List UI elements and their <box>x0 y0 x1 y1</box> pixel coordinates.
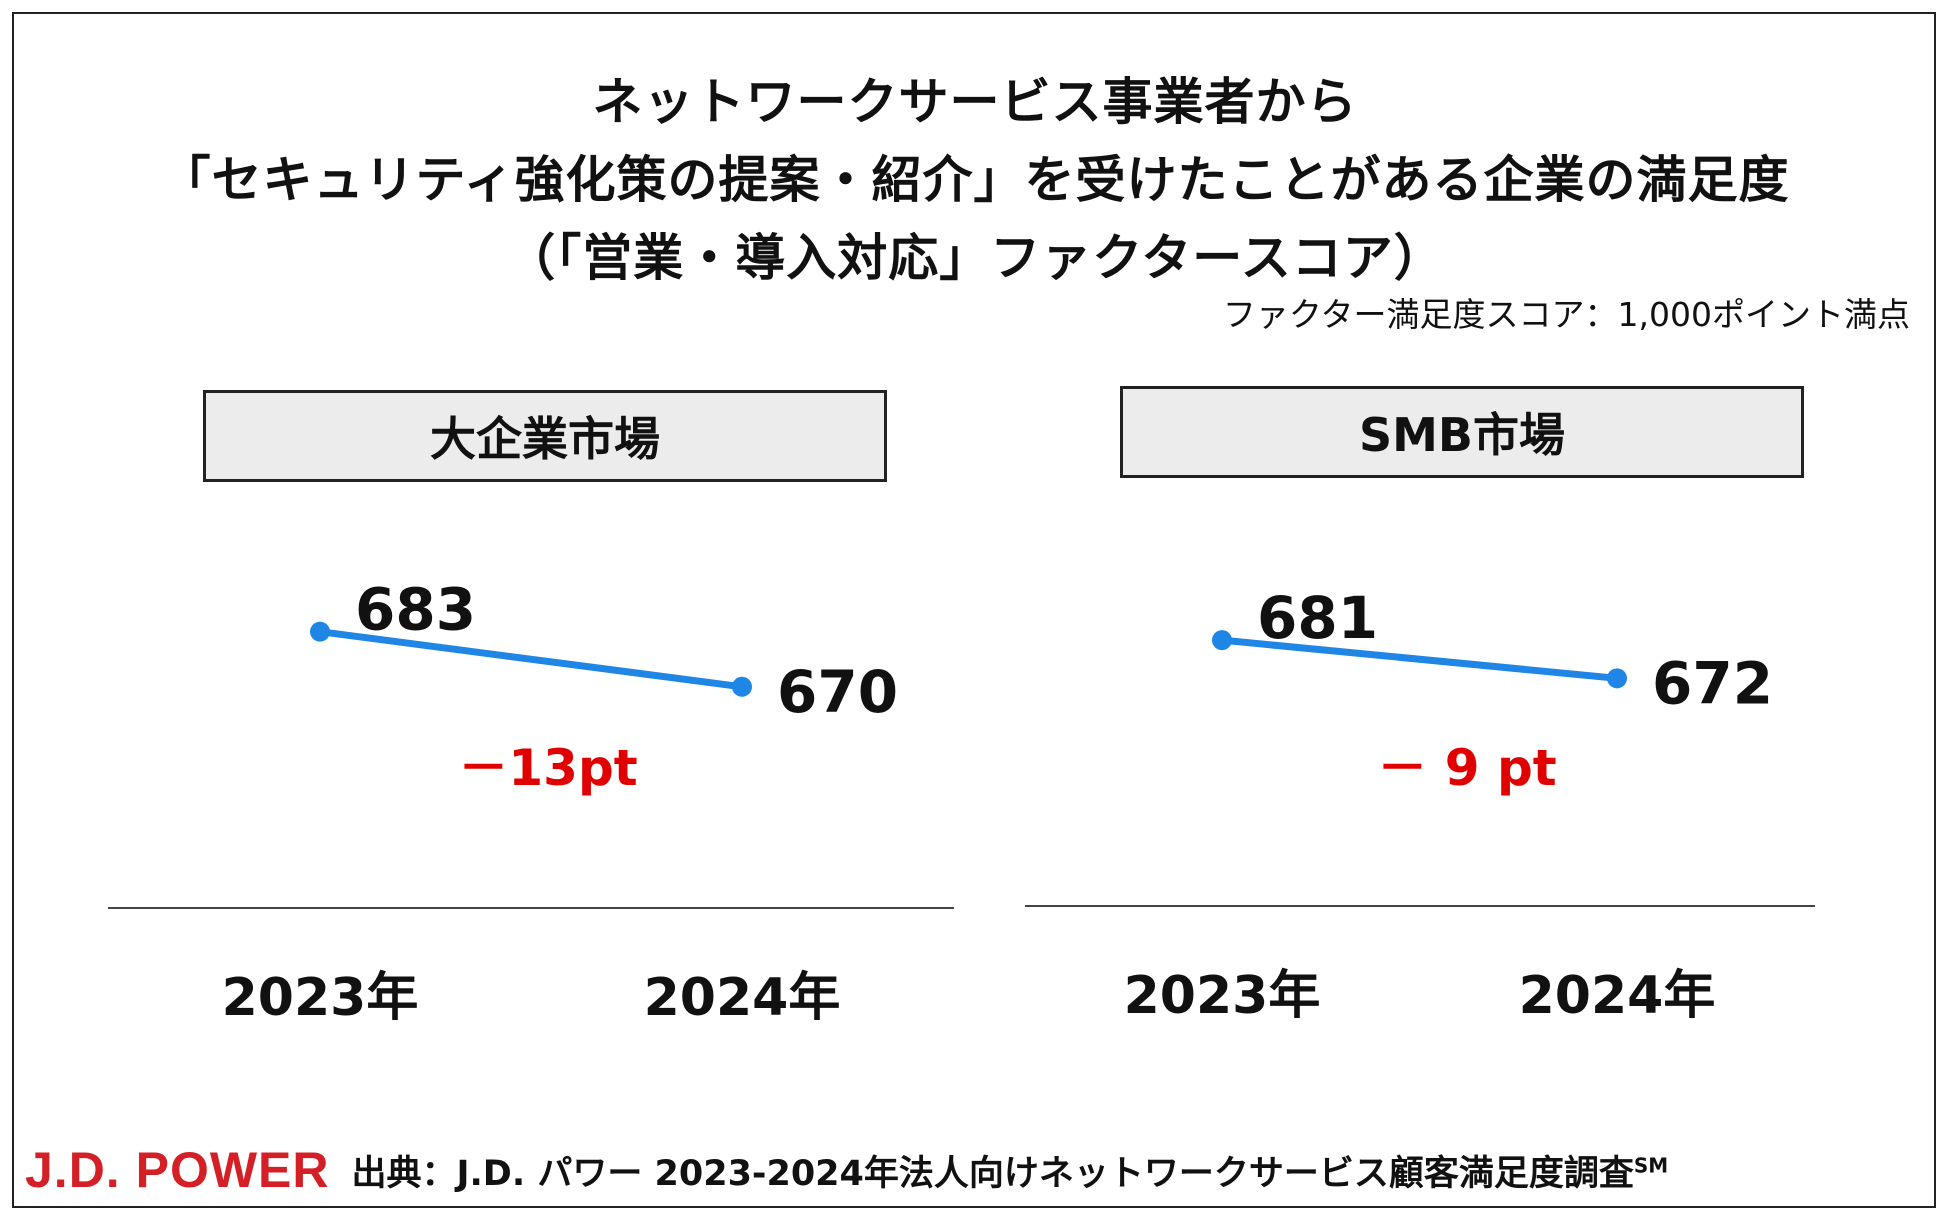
service-mark: SM <box>1633 1152 1669 1177</box>
title-line-3: （「営業・導入対応」ファクタースコア） <box>505 229 1445 287</box>
chart-smb: 681 672 － 9 pt 2023年 2024年 <box>1025 584 1815 1026</box>
title-line-1: ネットワークサービス事業者から <box>592 73 1358 131</box>
figure-frame <box>12 12 1936 1208</box>
value-label-2023: 681 <box>1257 584 1378 652</box>
scale-note: ファクター満足度スコア：1,000ポイント満点 <box>1222 295 1910 334</box>
x-tick-2024: 2024年 <box>644 968 841 1028</box>
change-label: － 9 pt <box>1377 739 1556 797</box>
value-label-2024: 672 <box>1652 649 1773 717</box>
data-point-2024 <box>1607 668 1627 689</box>
chart-large-enterprise: 683 670 －13pt 2023年 2024年 <box>108 576 954 1028</box>
title-line-2: 「セキュリティ強化策の提案・紹介」を受けたことがある企業の満足度 <box>160 151 1790 209</box>
x-tick-2023: 2023年 <box>1124 966 1321 1026</box>
change-label: －13pt <box>458 739 637 797</box>
market-title-large-enterprise: 大企業市場 <box>203 390 887 482</box>
market-title-smb: SMB市場 <box>1120 386 1804 478</box>
series-line <box>316 628 746 691</box>
data-point-2024 <box>732 676 752 697</box>
source-text: 出典：J.D. パワー 2023-2024年法人向けネットワークサービス顧客満足… <box>351 1153 1634 1194</box>
series-line <box>1218 636 1621 682</box>
jd-power-logo: J.D. POWER <box>25 1142 330 1198</box>
value-label-2024: 670 <box>777 658 898 726</box>
footer: J.D. POWER 出典：J.D. パワー 2023-2024年法人向けネット… <box>25 1140 1668 1200</box>
data-point-2023 <box>1212 630 1232 651</box>
data-point-2023 <box>310 621 330 642</box>
x-tick-2024: 2024年 <box>1519 966 1716 1026</box>
x-tick-2023: 2023年 <box>222 968 419 1028</box>
source-note: 出典：J.D. パワー 2023-2024年法人向けネットワークサービス顧客満足… <box>351 1145 1668 1196</box>
value-label-2023: 683 <box>355 576 476 644</box>
